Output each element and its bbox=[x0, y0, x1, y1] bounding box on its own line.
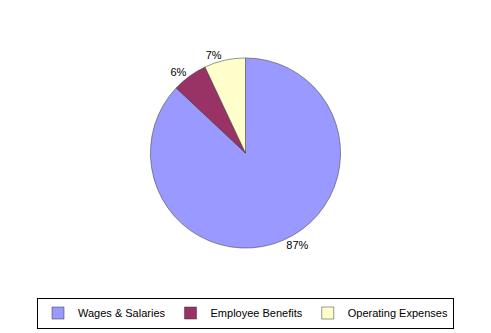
svg-text:7%: 7% bbox=[206, 49, 222, 61]
svg-text:Wages & Salaries: Wages & Salaries bbox=[78, 307, 166, 319]
svg-text:87%: 87% bbox=[286, 239, 308, 251]
svg-text:6%: 6% bbox=[171, 66, 187, 78]
svg-text:Employee Benefits: Employee Benefits bbox=[211, 307, 303, 319]
svg-text:Operating Expenses: Operating Expenses bbox=[348, 307, 448, 319]
